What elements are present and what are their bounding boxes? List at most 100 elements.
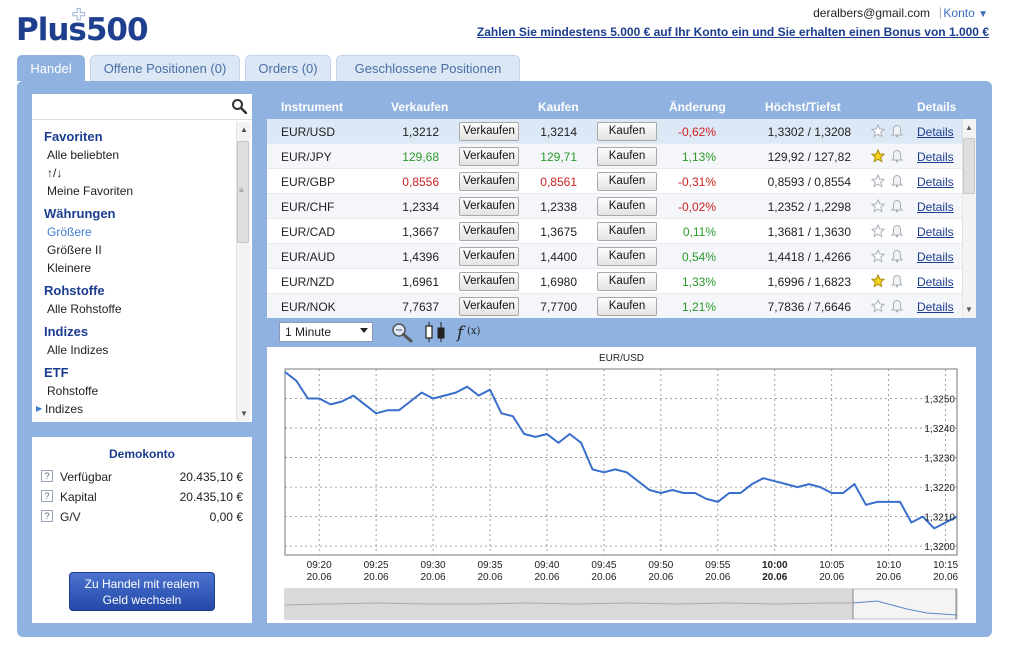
details-link[interactable]: Details	[917, 175, 954, 189]
nav-item-groessere-ii[interactable]: Größere II	[47, 243, 102, 257]
alert-bell-icon[interactable]	[890, 124, 904, 138]
table-row[interactable]: EUR/USD 1,3212 Verkaufen 1,3214 Kaufen -0,62%…	[267, 119, 962, 144]
scroll-down-icon[interactable]: ▼	[240, 409, 248, 418]
nav-item-alle-beliebten[interactable]: Alle beliebten	[47, 148, 120, 162]
function-icon[interactable]: f (x)	[455, 320, 485, 344]
instrument-name[interactable]: EUR/JPY	[281, 150, 332, 164]
nav-item-kleinere[interactable]: Kleinere	[47, 261, 92, 275]
sell-button[interactable]: Verkaufen	[459, 297, 519, 316]
table-row[interactable]: EUR/NZD 1,6961 Verkaufen 1,6980 Kaufen 1,33% 1…	[267, 269, 962, 294]
zoom-icon[interactable]	[389, 320, 415, 344]
table-row[interactable]: EUR/CAD 1,3667 Verkaufen 1,3675 Kaufen 0,11% 1…	[267, 219, 962, 244]
alert-bell-icon[interactable]	[890, 299, 904, 313]
favorite-star-icon[interactable]	[871, 249, 885, 263]
nav-item-groessere[interactable]: Größere	[47, 225, 92, 239]
chevron-down-icon[interactable]	[360, 328, 368, 333]
details-link[interactable]: Details	[917, 300, 954, 314]
details-link[interactable]: Details	[917, 125, 954, 139]
favorite-star-icon[interactable]	[871, 199, 885, 213]
scroll-up-icon[interactable]: ▲	[965, 123, 973, 132]
scroll-up-icon[interactable]: ▲	[240, 125, 248, 134]
table-row[interactable]: EUR/JPY 129,68 Verkaufen 129,71 Kaufen 1,13% 1…	[267, 144, 962, 169]
table-row[interactable]: EUR/CHF 1,2334 Verkaufen 1,2338 Kaufen -0,02%…	[267, 194, 962, 219]
sell-button[interactable]: Verkaufen	[459, 247, 519, 266]
search-icon[interactable]	[231, 98, 247, 114]
alert-bell-icon[interactable]	[890, 174, 904, 188]
sell-button[interactable]: Verkaufen	[459, 272, 519, 291]
instrument-name[interactable]: EUR/CHF	[281, 200, 335, 214]
nav-item-sort[interactable]: ↑/↓	[47, 166, 63, 180]
tab-handel[interactable]: Handel	[17, 55, 85, 81]
buy-button[interactable]: Kaufen	[597, 122, 657, 141]
alert-bell-icon[interactable]	[890, 274, 904, 288]
favorite-star-icon[interactable]	[871, 124, 885, 138]
buy-button[interactable]: Kaufen	[597, 272, 657, 291]
table-row[interactable]: EUR/AUD 1,4396 Verkaufen 1,4400 Kaufen 0,54% 1…	[267, 244, 962, 269]
nav-item-meine-favoriten[interactable]: Meine Favoriten	[47, 184, 134, 198]
tab-orders[interactable]: Orders (0)	[245, 55, 331, 81]
details-link[interactable]: Details	[917, 250, 954, 264]
tab-geschlossene-positionen[interactable]: Geschlossene Positionen	[336, 55, 520, 81]
sell-button[interactable]: Verkaufen	[459, 122, 519, 141]
instrument-name[interactable]: EUR/GBP	[281, 175, 336, 189]
favorite-star-icon[interactable]	[871, 149, 885, 163]
nav-heading-indizes[interactable]: Indizes	[44, 324, 89, 339]
nav-heading-waehrungen[interactable]: Währungen	[44, 206, 116, 221]
candlestick-icon[interactable]	[421, 320, 449, 344]
alert-bell-icon[interactable]	[890, 199, 904, 213]
details-link[interactable]: Details	[917, 225, 954, 239]
help-icon[interactable]: ?	[41, 490, 53, 502]
buy-button[interactable]: Kaufen	[597, 172, 657, 191]
account-menu[interactable]: Konto ▼	[943, 6, 988, 20]
nav-heading-etf[interactable]: ETF	[44, 365, 69, 380]
tab-offene-positionen[interactable]: Offene Positionen (0)	[90, 55, 240, 81]
help-icon[interactable]: ?	[41, 470, 53, 482]
buy-button[interactable]: Kaufen	[597, 222, 657, 241]
col-header-instrument[interactable]: Instrument	[281, 100, 344, 114]
favorite-star-icon[interactable]	[871, 299, 885, 313]
favorite-star-icon[interactable]	[871, 274, 885, 288]
price-chart[interactable]: 1,3250 1,3240 1,3230 1,3220 1,3210 1,3200 09:…	[267, 347, 976, 623]
sell-button[interactable]: Verkaufen	[459, 172, 519, 191]
buy-button[interactable]: Kaufen	[597, 147, 657, 166]
nav-item-alle-indizes[interactable]: Alle Indizes	[47, 343, 109, 357]
sell-button[interactable]: Verkaufen	[459, 197, 519, 216]
details-link[interactable]: Details	[917, 200, 954, 214]
switch-to-real-money-button[interactable]: Zu Handel mit realem Geld wechseln	[69, 572, 215, 611]
nav-item-alle-rohstoffe[interactable]: Alle Rohstoffe	[47, 302, 122, 316]
nav-heading-rohstoffe[interactable]: Rohstoffe	[44, 283, 105, 298]
favorite-star-icon[interactable]	[871, 224, 885, 238]
instrument-name[interactable]: EUR/AUD	[281, 250, 336, 264]
instrument-name[interactable]: EUR/NOK	[281, 300, 336, 314]
bonus-link[interactable]: Zahlen Sie mindestens 5.000 € auf Ihr Ko…	[476, 25, 989, 39]
instrument-name[interactable]: EUR/CAD	[281, 225, 336, 239]
scroll-down-icon[interactable]: ▼	[965, 305, 973, 314]
buy-button[interactable]: Kaufen	[597, 247, 657, 266]
details-link[interactable]: Details	[917, 275, 954, 289]
alert-bell-icon[interactable]	[890, 224, 904, 238]
col-header-buy[interactable]: Kaufen	[538, 100, 579, 114]
help-icon[interactable]: ?	[41, 510, 53, 522]
buy-button[interactable]: Kaufen	[597, 197, 657, 216]
instrument-name[interactable]: EUR/USD	[281, 125, 336, 139]
nav-item-etf-rohstoffe[interactable]: Rohstoffe	[47, 384, 99, 398]
nav-item-etf-indizes[interactable]: Indizes	[45, 402, 84, 416]
alert-bell-icon[interactable]	[890, 149, 904, 163]
nav-scroll-thumb[interactable]	[237, 141, 249, 243]
sell-button[interactable]: Verkaufen	[459, 222, 519, 241]
timeframe-select[interactable]: 1 Minute	[279, 322, 373, 342]
favorite-star-icon[interactable]	[871, 174, 885, 188]
buy-button[interactable]: Kaufen	[597, 297, 657, 316]
table-scroll-thumb[interactable]	[963, 138, 975, 194]
table-row[interactable]: EUR/GBP 0,8556 Verkaufen 0,8561 Kaufen -0,31%…	[267, 169, 962, 194]
sell-button[interactable]: Verkaufen	[459, 147, 519, 166]
alert-bell-icon[interactable]	[890, 249, 904, 263]
col-header-change[interactable]: Änderung	[669, 100, 726, 114]
instrument-name[interactable]: EUR/NZD	[281, 275, 335, 289]
col-header-sell[interactable]: Verkaufen	[391, 100, 449, 114]
search-input[interactable]	[32, 94, 252, 120]
nav-heading-favoriten[interactable]: Favoriten	[44, 129, 103, 144]
details-link[interactable]: Details	[917, 150, 954, 164]
col-header-highlow[interactable]: Höchst/Tiefst	[765, 100, 841, 114]
table-row[interactable]: EUR/NOK 7,7637 Verkaufen 7,7700 Kaufen 1,21% 7…	[267, 294, 962, 318]
